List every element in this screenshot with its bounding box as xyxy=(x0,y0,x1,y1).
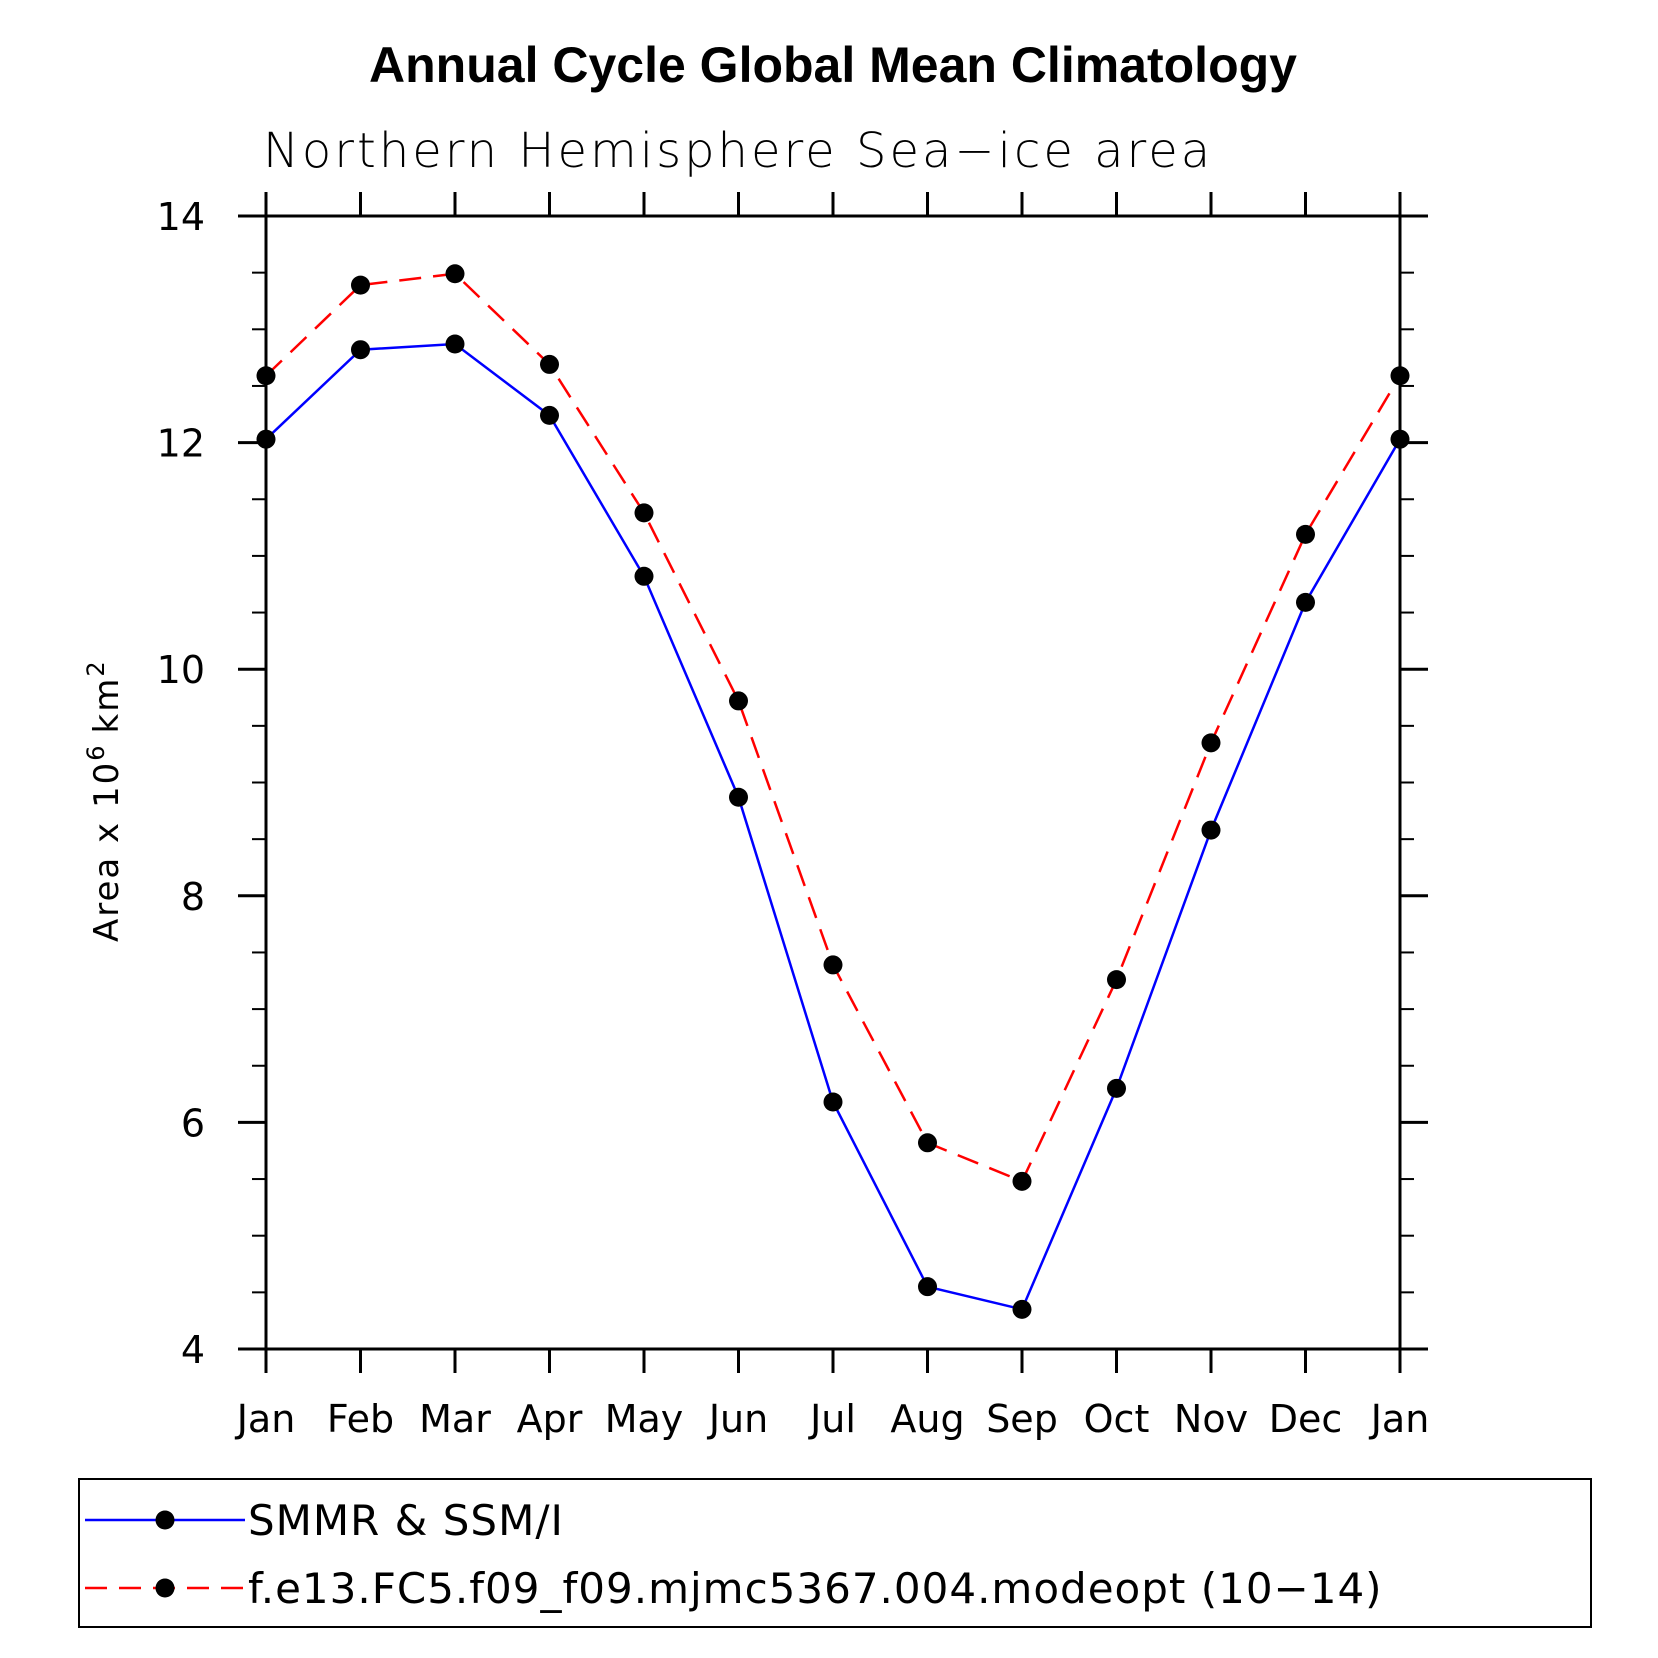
x-tick-label: Apr xyxy=(517,1397,583,1441)
y-tick-label: 14 xyxy=(157,195,205,239)
x-tick-label: Jun xyxy=(707,1397,768,1441)
data-point xyxy=(729,691,748,711)
data-point xyxy=(1012,1171,1032,1191)
x-tick-label: May xyxy=(605,1397,684,1441)
y-axis-label-exponent: 6 xyxy=(82,743,110,760)
y-axis-label: Area x 106 km2 xyxy=(82,659,127,942)
data-point xyxy=(1107,1078,1126,1098)
data-point xyxy=(1390,366,1410,386)
data-point xyxy=(445,334,465,354)
data-point xyxy=(1296,524,1315,544)
legend: SMMR & SSM/I f.e13.FC5.f09_f09.mjmc5367.0… xyxy=(85,1496,1383,1613)
y-tick-labels: 4 6 8 10 12 14 xyxy=(157,195,205,1372)
data-point xyxy=(256,429,276,449)
data-point xyxy=(540,405,559,425)
x-tick-label: Mar xyxy=(419,1397,491,1441)
data-point xyxy=(540,354,559,374)
data-point xyxy=(1201,820,1221,840)
legend-label: f.e13.FC5.f09_f09.mjmc5367.004.modeopt (… xyxy=(248,1564,1383,1613)
x-tick-label: Feb xyxy=(327,1397,394,1441)
x-tick-label: Aug xyxy=(890,1397,964,1441)
series-layer xyxy=(256,264,1410,1319)
data-point xyxy=(1296,592,1315,612)
y-tick-label: 4 xyxy=(181,1328,205,1372)
legend-marker xyxy=(155,1578,175,1598)
x-tick-label: Jan xyxy=(235,1397,296,1441)
data-point xyxy=(351,340,370,360)
y-axis-label-text: Area x 10 xyxy=(87,761,127,942)
legend-label: SMMR & SSM/I xyxy=(248,1496,564,1545)
x-tick-label: Jul xyxy=(808,1397,856,1441)
data-point xyxy=(918,1133,937,1153)
y-tick-label: 8 xyxy=(181,875,205,919)
x-tick-label: Sep xyxy=(986,1397,1058,1441)
data-point xyxy=(1107,970,1126,990)
data-point xyxy=(1390,429,1410,449)
data-point xyxy=(256,366,276,386)
legend-marker xyxy=(155,1510,175,1530)
data-point xyxy=(1012,1299,1032,1319)
y-tick-label: 10 xyxy=(157,648,205,692)
series-line xyxy=(265,342,1402,1311)
legend-box xyxy=(78,1478,1592,1628)
x-tick-labels: Jan Feb Mar Apr May Jun Jul Aug Sep Oct Nov Dec Jan xyxy=(235,1397,1430,1441)
data-point xyxy=(729,787,748,807)
data-point xyxy=(823,955,843,975)
svg-text:Area x 106km2: Area x 106 km2 xyxy=(82,659,127,942)
data-point xyxy=(918,1277,937,1297)
x-tick-label: Nov xyxy=(1174,1397,1248,1441)
y-axis-label-unit: km xyxy=(87,677,127,734)
chart-title: Annual Cycle Global Mean Climatology xyxy=(369,37,1297,93)
data-point xyxy=(634,566,654,586)
data-point xyxy=(823,1092,843,1112)
data-point xyxy=(634,503,654,523)
data-point xyxy=(445,264,465,284)
y-tick-label: 12 xyxy=(157,422,205,466)
axis-ticks xyxy=(238,192,1428,1373)
x-tick-label: Jan xyxy=(1369,1397,1430,1441)
data-point xyxy=(1201,733,1221,753)
y-tick-label: 6 xyxy=(181,1101,205,1145)
chart-subtitle: Northern Hemisphere Sea−ice area xyxy=(263,123,1213,179)
x-tick-label: Dec xyxy=(1269,1397,1343,1441)
x-tick-label: Oct xyxy=(1084,1397,1150,1441)
data-point xyxy=(351,275,370,295)
y-axis-label-unit-exponent: 2 xyxy=(82,659,110,676)
series-line xyxy=(265,272,1402,1183)
